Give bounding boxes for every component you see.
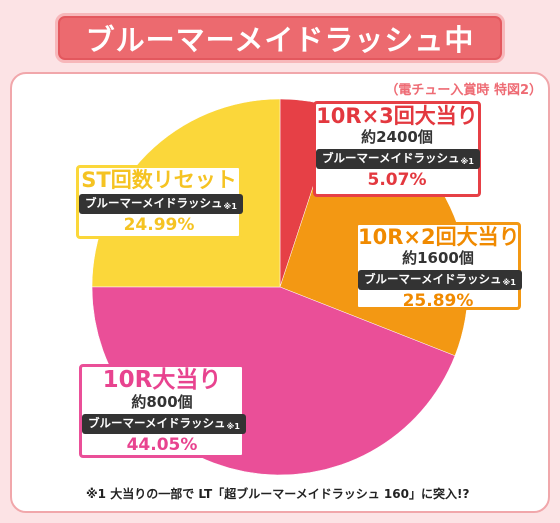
slice-sub: 約1600個 — [402, 249, 474, 267]
slice-sub: 約2400個 — [361, 128, 433, 146]
rush-badge: ブルーマーメイドラッシュ※1 — [79, 194, 243, 214]
callout-st-reset: ST回数リセット ブルーマーメイドラッシュ※1 24.99% — [76, 165, 243, 239]
callout-10r: 10R大当り 約800個 ブルーマーメイドラッシュ※1 44.05% — [79, 364, 246, 458]
rush-badge: ブルーマーメイドラッシュ※1 — [82, 414, 246, 434]
slice-label: ST回数リセット — [81, 168, 237, 192]
rush-label: ブルーマーメイドラッシュ — [85, 196, 223, 210]
page-title: ブルーマーメイドラッシュ中 — [55, 13, 505, 63]
callout-10r-x2: 10R×2回大当り 約1600個 ブルーマーメイドラッシュ※1 25.89% — [355, 222, 522, 311]
slice-label: 10R×3回大当り — [316, 104, 478, 128]
slice-value: 25.89% — [402, 291, 474, 311]
note-mark: ※1 — [223, 202, 237, 211]
slice-label: 10R大当り — [102, 367, 222, 393]
callout-10r-x3: 10R×3回大当り 約2400個 ブルーマーメイドラッシュ※1 5.07% — [313, 101, 481, 197]
rush-badge: ブルーマーメイドラッシュ※1 — [358, 270, 522, 290]
footnote: ※1 大当りの一部で LT「超ブルーマーメイドラッシュ 160」に突入!? — [86, 487, 470, 501]
note-mark: ※1 — [226, 422, 240, 431]
rush-badge: ブルーマーメイドラッシュ※1 — [316, 149, 480, 169]
slice-sub: 約800個 — [131, 393, 193, 411]
slice-value: 5.07% — [367, 170, 427, 190]
slice-value: 44.05% — [126, 435, 198, 455]
note-mark: ※1 — [460, 157, 474, 166]
source-note: （電チュー入賞時 特図2） — [385, 83, 542, 98]
rush-label: ブルーマーメイドラッシュ — [88, 416, 226, 430]
note-mark: ※1 — [502, 278, 516, 287]
slice-value: 24.99% — [123, 215, 195, 235]
rush-label: ブルーマーメイドラッシュ — [364, 272, 502, 286]
rush-label: ブルーマーメイドラッシュ — [322, 151, 460, 165]
slice-label: 10R×2回大当り — [358, 225, 520, 249]
